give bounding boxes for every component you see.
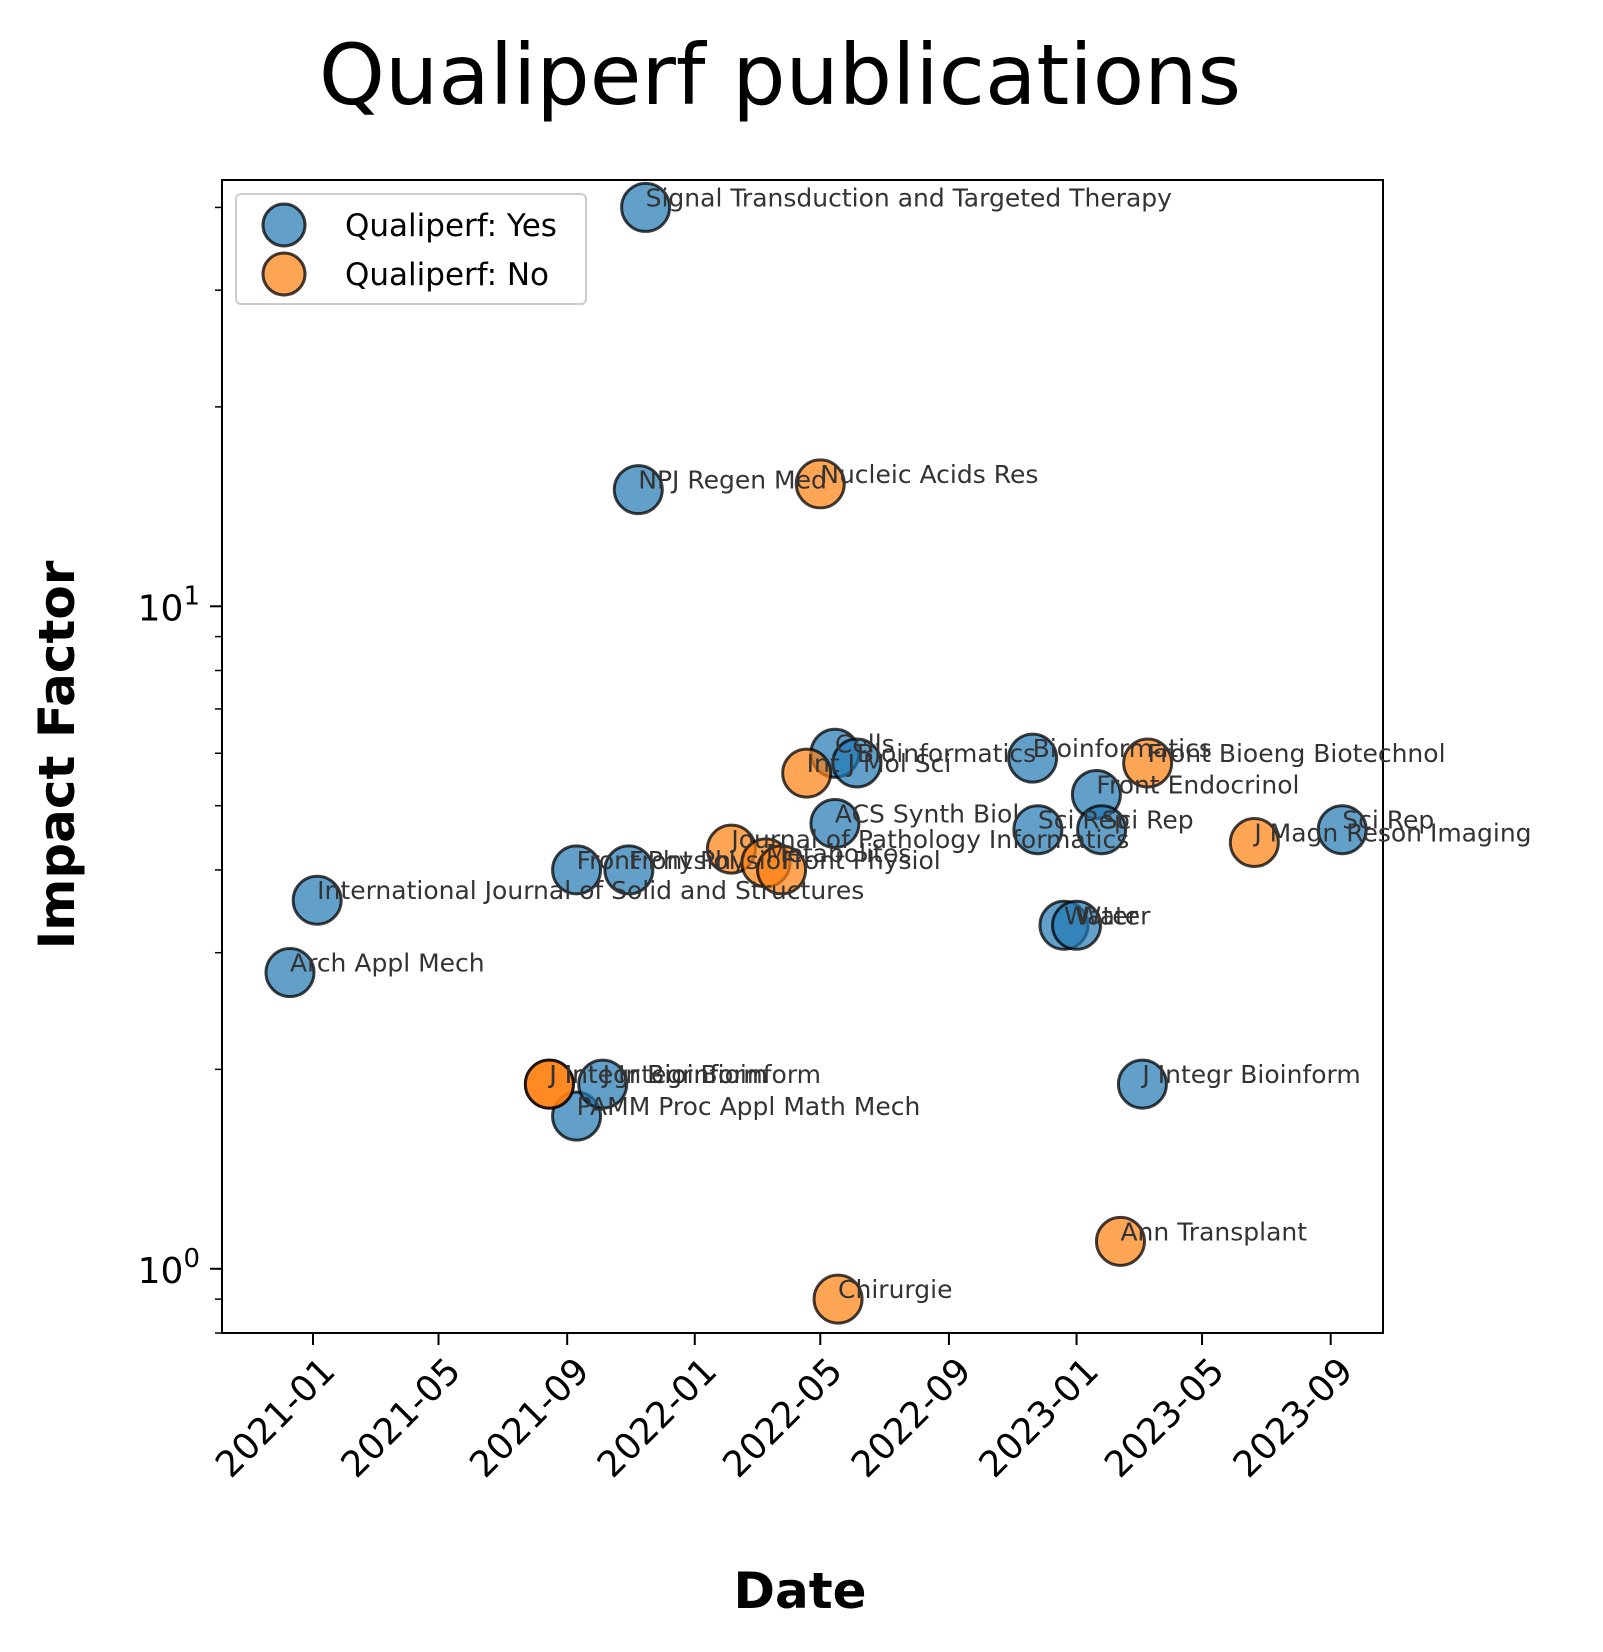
- data-point: [1316, 804, 1368, 856]
- data-point-label: Bioinformatics: [1033, 734, 1212, 763]
- data-point: [1012, 804, 1064, 856]
- plot-frame: [221, 179, 1384, 1334]
- legend: Qualiperf: Yes Qualiperf: No: [235, 193, 587, 305]
- data-point-label: J Integr Bioinform: [1140, 1060, 1360, 1089]
- y-axis-label: Impact Factor: [28, 560, 86, 949]
- data-point-label: Int J Mol Sci: [807, 749, 952, 778]
- data-point: [577, 1058, 629, 1110]
- data-point-label: Cells: [835, 729, 895, 758]
- data-point: [781, 747, 833, 799]
- legend-label: Qualiperf: No: [345, 257, 549, 293]
- data-point-label: PAMM Proc Appl Math Mech: [577, 1092, 921, 1121]
- legend-label: Qualiperf: Yes: [345, 208, 557, 244]
- data-point-label: Sci Rep: [1342, 806, 1434, 835]
- data-point-label: Sci Rep: [1038, 806, 1130, 835]
- data-point: [1051, 899, 1103, 951]
- data-point-label: Front Physiol: [577, 846, 736, 875]
- data-point-label: Front Physiol: [629, 846, 788, 875]
- data-point: [756, 844, 808, 896]
- data-point: [603, 844, 655, 896]
- y-tick-base: 10: [138, 1251, 184, 1292]
- data-point-label: Water: [1064, 901, 1139, 930]
- x-axis-label: Date: [733, 1562, 866, 1620]
- data-point: [1007, 732, 1059, 784]
- data-point: [809, 798, 861, 850]
- data-point: [620, 181, 672, 233]
- data-point: [523, 1058, 575, 1110]
- data-point-label: Bioinformatics: [857, 739, 1036, 768]
- data-point-label: Nucleic Acids Res: [820, 460, 1038, 489]
- data-points: [264, 181, 1368, 1325]
- data-point-label: Chirurgie: [838, 1275, 952, 1304]
- data-point-label: Front Endocrinol: [1096, 770, 1299, 799]
- data-point: [551, 844, 603, 896]
- y-tick-exponent: 1: [183, 581, 200, 611]
- data-point-label: Ann Transplant: [1120, 1217, 1307, 1246]
- data-point: [1116, 1058, 1168, 1110]
- data-point: [812, 1273, 864, 1325]
- data-point-label: Front Physiol: [782, 846, 941, 875]
- data-point-label: J Integr Bioinform: [601, 1060, 821, 1089]
- data-point: [1094, 1215, 1146, 1267]
- data-point-label: J Integr Bioinform: [547, 1060, 767, 1089]
- data-point: [1076, 804, 1128, 856]
- data-point-label: ACS Synth Biol: [835, 800, 1019, 829]
- legend-box: [235, 193, 587, 305]
- data-point: [612, 464, 664, 516]
- data-point-label: J Integr Bioinform: [547, 1060, 767, 1089]
- data-point-label: Journal of Pathology Informatics: [729, 825, 1129, 854]
- y-tick-label: 101: [138, 581, 200, 629]
- data-point: [831, 737, 883, 789]
- data-point-label: Arch Appl Mech: [290, 949, 485, 978]
- data-point: [794, 458, 846, 510]
- data-point: [291, 874, 343, 926]
- data-point: [1122, 737, 1174, 789]
- data-point: [1228, 817, 1280, 869]
- data-point-label: Water: [1077, 901, 1152, 930]
- legend-marker: [261, 251, 307, 297]
- data-point-label: Front Bioeng Biotechnol: [1148, 739, 1446, 768]
- chart-title: Qualiperf publications: [319, 26, 1241, 124]
- y-tick-label: 100: [138, 1244, 200, 1292]
- y-tick-exponent: 0: [183, 1244, 200, 1274]
- y-tick-base: 10: [138, 588, 184, 629]
- data-point-label: International Journal of Solid and Struc…: [317, 876, 864, 905]
- data-point-label: Metabolites: [766, 839, 911, 868]
- point-labels: Arch Appl Mech International Journal of S…: [290, 183, 1532, 1304]
- data-point-label: Signal Transduction and Targeted Therapy: [646, 183, 1173, 212]
- data-point-label: Sci Rep: [1102, 806, 1194, 835]
- legend-marker: [261, 202, 307, 248]
- data-point: [264, 947, 316, 999]
- data-point-label: J Magn Reson Imaging: [1252, 819, 1531, 848]
- data-point-label: NPJ Regen Med: [638, 466, 827, 495]
